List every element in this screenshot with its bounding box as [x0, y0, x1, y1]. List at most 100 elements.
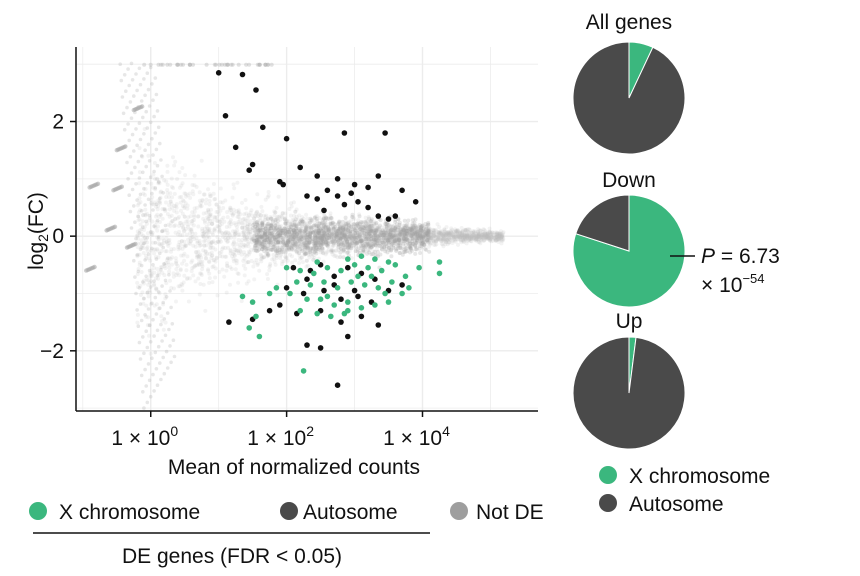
point-not-de [332, 225, 337, 230]
point-not-de [249, 240, 254, 245]
point-not-de [177, 215, 181, 219]
point-not-de [323, 224, 328, 229]
point-not-de [201, 216, 206, 221]
point-not-de [458, 231, 463, 236]
point-not-de [162, 238, 166, 243]
point-not-de [211, 264, 216, 269]
point-not-de [140, 290, 145, 295]
point-not-de [227, 224, 232, 229]
point-not-de [305, 232, 310, 237]
point-not-de [221, 215, 226, 220]
point-not-de [320, 229, 325, 234]
point-not-de [299, 232, 304, 237]
point-not-de [471, 235, 476, 240]
point-not-de [364, 221, 369, 226]
point-not-de [485, 231, 490, 236]
point-not-de [263, 226, 268, 231]
point-not-de [236, 211, 241, 216]
point-not-de [279, 224, 284, 229]
point-not-de [151, 153, 155, 157]
point-not-de [393, 238, 397, 243]
point-not-de [476, 230, 481, 235]
point-not-de [185, 203, 190, 208]
point-not-de [274, 205, 279, 210]
point-not-de [372, 235, 376, 240]
point-not-de [415, 236, 420, 241]
point-not-de [243, 232, 248, 237]
point-not-de [179, 223, 184, 228]
point-not-de [147, 378, 152, 383]
point-not-de [498, 235, 503, 240]
point-not-de [283, 211, 288, 216]
point-not-de [283, 216, 287, 220]
point-not-de [190, 183, 195, 187]
point-not-de [146, 294, 151, 299]
point-not-de [213, 247, 218, 252]
point-autosome [392, 213, 399, 219]
point-not-de [158, 195, 163, 200]
point-not-de [306, 248, 311, 253]
point-not-de [157, 179, 161, 184]
point-autosome [283, 135, 290, 142]
point-not-de [256, 245, 261, 250]
point-not-de [134, 127, 138, 131]
point-not-de [451, 234, 456, 239]
point-not-de [192, 218, 196, 223]
point-x-chromosome [358, 305, 365, 311]
point-not-de [280, 262, 284, 267]
point-not-de [425, 237, 430, 242]
ma-plot: 20−2 1 × 100 1 × 102 1 × 104 Mean of norma… [25, 47, 538, 479]
point-x-chromosome [358, 253, 365, 259]
point-not-de [485, 235, 490, 240]
point-not-de [269, 216, 274, 221]
point-x-chromosome [239, 293, 246, 300]
point-not-de [162, 207, 167, 211]
point-not-de [286, 229, 291, 234]
point-not-de [259, 204, 264, 209]
point-not-de [155, 212, 160, 217]
point-not-de [212, 197, 217, 202]
point-not-de [139, 227, 144, 232]
point-not-de [168, 344, 172, 348]
point-not-de [369, 239, 374, 244]
point-autosome [304, 342, 310, 348]
point-not-de [380, 231, 385, 236]
point-not-de [231, 241, 236, 246]
point-not-de [428, 235, 433, 240]
point-not-de [424, 230, 429, 235]
point-not-de [252, 220, 257, 225]
point-not-de [494, 235, 499, 239]
point-not-de [181, 199, 186, 204]
point-not-de [147, 159, 152, 163]
point-not-de [171, 186, 176, 190]
point-not-de [156, 237, 161, 242]
point-not-de [244, 206, 249, 211]
point-not-de [319, 224, 324, 228]
point-not-de [483, 233, 488, 238]
point-not-de [275, 222, 280, 227]
point-not-de [500, 234, 505, 239]
point-not-de [198, 204, 203, 209]
point-not-de [336, 222, 341, 227]
point-not-de [333, 248, 338, 253]
point-not-de [368, 224, 373, 229]
point-not-de [401, 241, 406, 246]
point-not-de [342, 233, 347, 238]
point-not-de [357, 212, 362, 217]
point-not-de [499, 241, 504, 246]
point-not-de [140, 104, 145, 109]
point-not-de [137, 66, 142, 71]
pie-title-down: Down [602, 169, 656, 192]
point-not-de [373, 241, 378, 246]
point-not-de [294, 235, 299, 240]
x-ticks: 1 × 100 1 × 102 1 × 104 [111, 411, 450, 450]
point-not-de [197, 243, 202, 248]
point-not-de [289, 236, 294, 241]
point-not-de [437, 232, 442, 237]
point-not-de [341, 243, 346, 248]
point-not-de [336, 229, 340, 233]
point-not-de [214, 255, 219, 260]
point-x-chromosome [334, 285, 341, 291]
point-not-de [373, 231, 377, 236]
point-not-de [233, 222, 238, 227]
